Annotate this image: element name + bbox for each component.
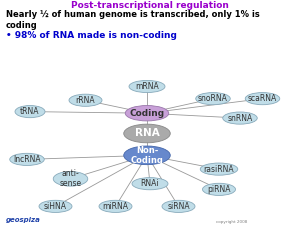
Ellipse shape	[162, 200, 195, 212]
Text: RNAi: RNAi	[141, 179, 159, 188]
Text: Coding: Coding	[129, 109, 165, 118]
Ellipse shape	[124, 124, 170, 143]
Ellipse shape	[10, 153, 44, 165]
Ellipse shape	[15, 106, 45, 118]
Ellipse shape	[124, 146, 170, 165]
Text: snRNA: snRNA	[227, 114, 253, 123]
Ellipse shape	[69, 94, 102, 106]
Text: copyright 2008: copyright 2008	[216, 220, 248, 224]
Text: lncRNA: lncRNA	[13, 155, 41, 164]
Text: rasiRNA: rasiRNA	[204, 165, 234, 174]
Text: piRNA: piRNA	[207, 185, 231, 194]
Ellipse shape	[99, 200, 132, 212]
Ellipse shape	[39, 200, 72, 212]
Text: RNA: RNA	[135, 128, 159, 138]
Text: siRNA: siRNA	[167, 202, 190, 211]
Ellipse shape	[245, 92, 280, 105]
Text: Non-
Coding: Non- Coding	[130, 146, 164, 165]
Text: scaRNA: scaRNA	[248, 94, 277, 103]
Ellipse shape	[223, 112, 257, 124]
Ellipse shape	[202, 183, 236, 196]
Ellipse shape	[125, 106, 169, 121]
Text: anti-
sense: anti- sense	[59, 169, 82, 188]
Ellipse shape	[129, 80, 165, 92]
Text: miRNA: miRNA	[103, 202, 128, 211]
Ellipse shape	[53, 171, 88, 186]
Text: snoRNA: snoRNA	[198, 94, 228, 103]
Text: geospiza: geospiza	[6, 217, 41, 223]
Text: Nearly ½ of human genome is transcribed, only 1% is
coding: Nearly ½ of human genome is transcribed,…	[6, 10, 260, 29]
Text: mRNA: mRNA	[135, 82, 159, 91]
Ellipse shape	[200, 163, 238, 175]
Text: tRNA: tRNA	[20, 107, 40, 116]
Text: rRNA: rRNA	[76, 96, 95, 105]
Text: • 98% of RNA made is non-coding: • 98% of RNA made is non-coding	[6, 32, 177, 40]
Ellipse shape	[196, 92, 230, 105]
Text: siHNA: siHNA	[44, 202, 67, 211]
Text: Post-transcriptional regulation: Post-transcriptional regulation	[71, 1, 229, 10]
Ellipse shape	[132, 178, 168, 190]
